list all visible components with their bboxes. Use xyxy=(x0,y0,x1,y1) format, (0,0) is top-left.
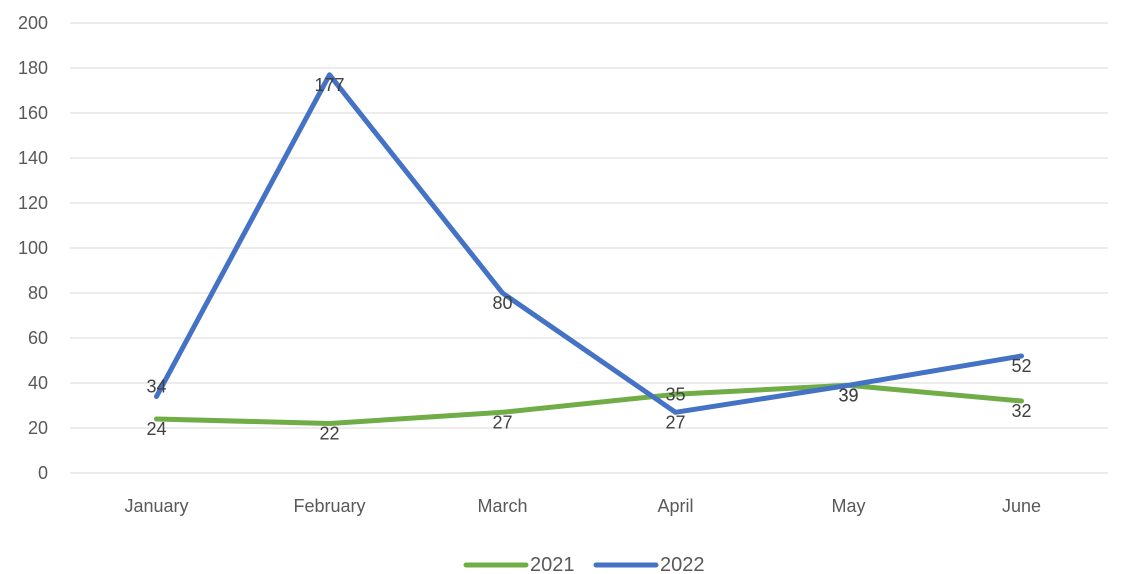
y-tick-label: 100 xyxy=(18,238,48,258)
legend-label-2021: 2021 xyxy=(530,554,575,574)
data-label-2022: 34 xyxy=(146,377,166,397)
series-lines xyxy=(154,72,1024,426)
y-tick-label: 20 xyxy=(28,418,48,438)
x-axis-ticks: January February March April May June xyxy=(124,496,1041,516)
legend: 2021 2022 xyxy=(463,554,705,574)
data-label-2022: 80 xyxy=(492,293,512,313)
series-line-2021 xyxy=(154,382,1024,426)
x-tick-label: February xyxy=(293,496,365,516)
x-tick-label: May xyxy=(831,496,865,516)
x-tick-label: March xyxy=(477,496,527,516)
y-tick-label: 0 xyxy=(38,463,48,483)
data-label-2022: 39 xyxy=(838,385,858,405)
x-tick-label: June xyxy=(1002,496,1041,516)
data-label-2021: 22 xyxy=(319,424,339,444)
y-tick-label: 140 xyxy=(18,148,48,168)
data-label-2021: 27 xyxy=(492,412,512,432)
data-label-2022: 27 xyxy=(665,412,685,432)
data-label-2021: 32 xyxy=(1011,401,1031,421)
y-tick-label: 200 xyxy=(18,13,48,33)
legend-label-2022: 2022 xyxy=(660,554,705,574)
y-tick-label: 160 xyxy=(18,103,48,123)
data-label-2021: 35 xyxy=(665,384,685,404)
y-tick-label: 60 xyxy=(28,328,48,348)
data-label-2022: 177 xyxy=(314,75,344,95)
gridlines xyxy=(70,22,1108,474)
data-label-2022: 52 xyxy=(1011,356,1031,376)
y-tick-label: 80 xyxy=(28,283,48,303)
data-label-2021: 24 xyxy=(146,419,166,439)
x-tick-label: April xyxy=(657,496,693,516)
series-line-2022 xyxy=(154,72,1024,415)
y-axis-ticks: 0 20 40 60 80 100 120 140 160 180 200 xyxy=(18,13,48,483)
y-tick-label: 120 xyxy=(18,193,48,213)
y-tick-label: 180 xyxy=(18,58,48,78)
y-tick-label: 40 xyxy=(28,373,48,393)
x-tick-label: January xyxy=(124,496,188,516)
data-label-2021: 39 xyxy=(838,385,858,405)
